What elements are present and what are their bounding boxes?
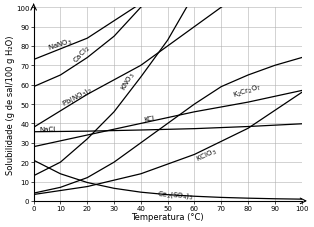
Text: K$_2$Cr$_2$O$_7$: K$_2$Cr$_2$O$_7$ bbox=[232, 82, 263, 100]
Text: KCl: KCl bbox=[143, 114, 155, 122]
Text: KClO$_3$: KClO$_3$ bbox=[194, 146, 219, 164]
Text: NaCl: NaCl bbox=[39, 126, 56, 132]
Text: NaNO$_3$: NaNO$_3$ bbox=[47, 36, 74, 54]
Text: Ce$_2$(SO$_4$)$_3$: Ce$_2$(SO$_4$)$_3$ bbox=[157, 189, 194, 201]
Text: KNO$_3$: KNO$_3$ bbox=[119, 70, 138, 93]
X-axis label: Temperatura (°C): Temperatura (°C) bbox=[131, 212, 204, 222]
Y-axis label: Solubilidade (g de sal/100 g H₂O): Solubilidade (g de sal/100 g H₂O) bbox=[6, 35, 14, 174]
Text: Pb(NO$_3$)$_2$: Pb(NO$_3$)$_2$ bbox=[60, 85, 94, 109]
Text: CaCl$_2$: CaCl$_2$ bbox=[71, 43, 93, 66]
